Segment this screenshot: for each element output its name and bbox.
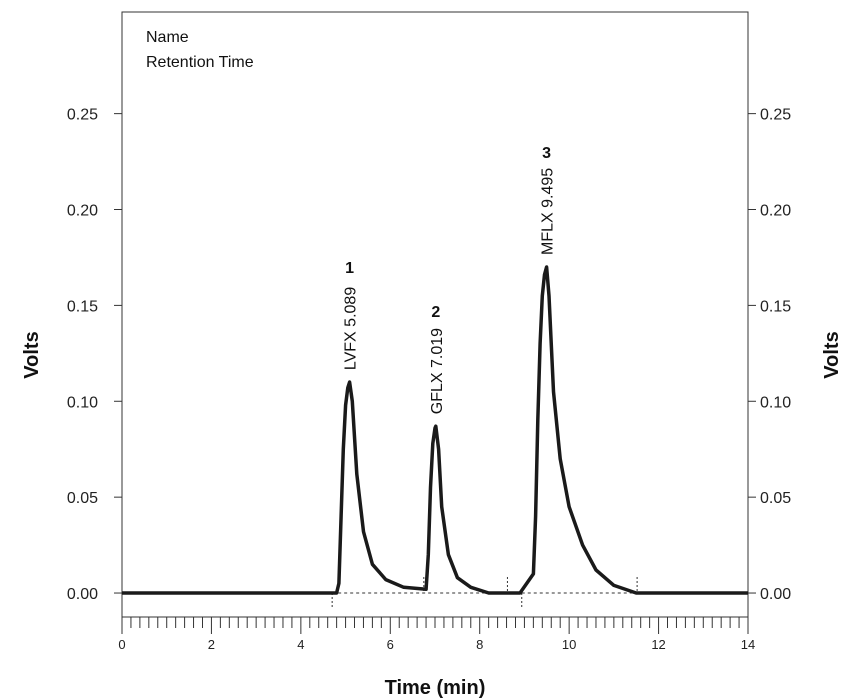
peak-label: LVFX 5.089 [343,287,360,370]
y-axis-right: 0.00 0.05 0.10 0.15 0.20 0.25 [748,107,791,603]
x-axis-title: Time (min) [385,677,486,699]
x-tick-label: 4 [297,637,304,652]
y-tick-label-left: 0.05 [67,490,98,507]
legend-retention-time: Retention Time [146,54,254,71]
peak-number: 2 [431,304,440,321]
peak-number: 1 [345,260,354,277]
x-tick-label: 2 [208,637,215,652]
y-tick-label-right: 0.00 [760,586,791,603]
x-tick-label: 6 [387,637,394,652]
y-tick-label-right: 0.25 [760,107,791,124]
y-axis-title-left: Volts [21,331,43,378]
x-tick-label: 12 [651,637,665,652]
x-tick-label: 10 [562,637,576,652]
y-tick-label-right: 0.15 [760,298,791,315]
y-tick-label-left: 0.00 [67,586,98,603]
y-axis-left: 0.00 0.05 0.10 0.15 0.20 0.25 [67,107,122,603]
y-tick-label-right: 0.05 [760,490,791,507]
peak-number: 3 [542,145,551,162]
x-tick-label: 8 [476,637,483,652]
y-tick-label-left: 0.25 [67,107,98,124]
x-tick-label: 0 [118,637,125,652]
x-tick-label: 14 [741,637,755,652]
x-axis: 0 2 4 6 8 10 12 14 [118,617,755,652]
y-tick-label-left: 0.20 [67,203,98,220]
y-tick-label-right: 0.10 [760,394,791,411]
legend-name: Name [146,29,189,46]
y-tick-label-left: 0.15 [67,298,98,315]
peak-label: MFLX 9.495 [540,168,557,255]
y-tick-label-left: 0.10 [67,394,98,411]
peak-label: GFLX 7.019 [429,328,446,414]
chromatogram-trace [122,265,748,595]
y-tick-label-right: 0.20 [760,203,791,220]
y-axis-title-right: Volts [821,331,843,378]
peak-labels: LVFX 5.089 1 GFLX 7.019 2 MFLX 9.495 3 [343,145,557,414]
